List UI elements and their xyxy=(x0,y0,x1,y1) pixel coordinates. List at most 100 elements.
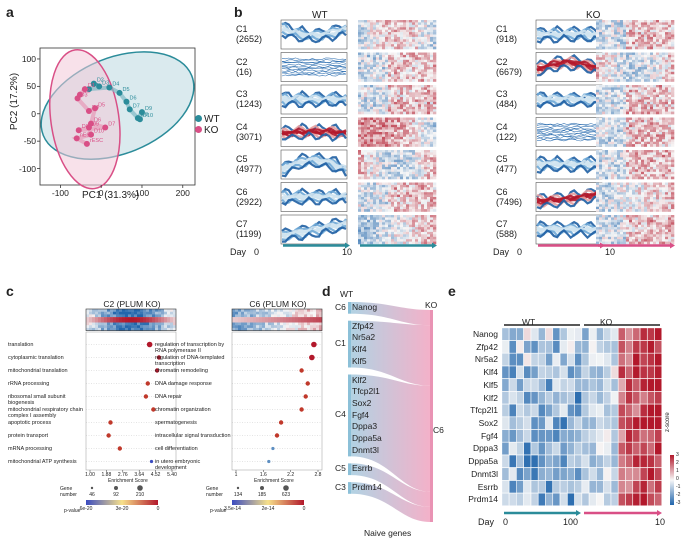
cluster-profile-line xyxy=(536,159,602,167)
heatmap-cell xyxy=(373,79,377,82)
heatmap-cell xyxy=(367,176,371,180)
heatmap-cell xyxy=(427,239,431,242)
pca-y-tick: 0 xyxy=(31,108,36,119)
heatmap-cell xyxy=(662,74,666,77)
heatmap-cell xyxy=(361,171,365,175)
cluster-profile-line xyxy=(281,194,347,199)
heatmap-cell xyxy=(653,29,657,33)
cluster-profile-line xyxy=(536,94,602,100)
heatmap-cell xyxy=(620,184,624,188)
heatmap-cell xyxy=(635,87,639,91)
heatmap-cell xyxy=(671,71,675,75)
header-cell xyxy=(89,327,93,331)
heatmap-cell xyxy=(602,97,606,100)
cluster-profile-line xyxy=(536,163,602,170)
heatmap-cell xyxy=(647,159,651,163)
heatmap-cell xyxy=(379,69,383,73)
heatmap-cell xyxy=(367,59,371,63)
heatmap-cell xyxy=(596,192,600,195)
heatmap-cell xyxy=(620,34,624,38)
heatmap-cell xyxy=(632,32,636,35)
heatmap-cell xyxy=(406,54,410,58)
heatmap-cell xyxy=(364,171,368,175)
heatmap-cell xyxy=(638,99,642,103)
heatmap-cell xyxy=(388,122,392,125)
heatmap-cell xyxy=(382,59,386,63)
heatmap-cell xyxy=(608,99,612,103)
heatmap-cell xyxy=(644,124,648,128)
heatmap-cell xyxy=(379,197,383,200)
heatmap-cell xyxy=(647,192,651,195)
heatmap-cell xyxy=(653,184,657,188)
heatmap-cell xyxy=(659,32,663,35)
heatmap-cell xyxy=(653,79,657,82)
heatmap-cell xyxy=(605,204,609,207)
heatmap-cell xyxy=(629,85,633,88)
heatmap-cell xyxy=(358,184,362,188)
heatmap-cell xyxy=(605,24,609,28)
heatmap-cell xyxy=(430,197,434,200)
heatmap-cell xyxy=(379,204,383,207)
heatmap-cell xyxy=(406,27,410,30)
heatmap-cell xyxy=(656,136,660,140)
heatmap-cell xyxy=(614,189,618,193)
heatmap-cell xyxy=(421,62,425,65)
heatmap-cell xyxy=(403,41,407,45)
heatmap-cell xyxy=(418,157,422,160)
heatmap-cell xyxy=(629,39,633,42)
heatmap-cell xyxy=(617,197,621,200)
heatmap-cell xyxy=(421,27,425,30)
heatmap-cell xyxy=(424,174,428,177)
heatmap-cell xyxy=(611,201,615,205)
heatmap-cell xyxy=(629,122,633,125)
heatmap-cell xyxy=(421,227,425,230)
cluster-profile-line xyxy=(536,192,602,205)
header-cell xyxy=(119,325,123,329)
heatmap-cell xyxy=(605,101,609,105)
cluster-profile-line xyxy=(281,195,347,201)
heatmap-cell xyxy=(605,141,609,145)
heatmap-cell xyxy=(662,39,666,42)
heatmap-cell xyxy=(608,171,612,175)
heatmap-cell xyxy=(370,69,374,73)
heatmap-cell xyxy=(361,224,365,228)
heatmap-cell xyxy=(400,79,404,82)
heatmap-cell xyxy=(662,192,666,195)
heatmap-cell xyxy=(424,164,428,168)
heatmap-cell xyxy=(397,94,401,98)
header-cell xyxy=(161,311,165,315)
header-cell xyxy=(92,317,96,320)
heatmap-cell xyxy=(382,57,386,60)
heatmap-cell xyxy=(596,29,600,33)
heatmap-cell xyxy=(403,206,407,210)
heatmap-cell xyxy=(418,136,422,140)
heatmap-cell xyxy=(397,36,401,40)
heatmap-cell xyxy=(611,46,615,50)
cluster-curve-box xyxy=(535,19,603,50)
heatmap-cell xyxy=(656,234,660,237)
heatmap-cell xyxy=(650,224,654,228)
heatmap-cell xyxy=(611,204,615,207)
heatmap-cell xyxy=(385,204,389,207)
heatmap-cell xyxy=(596,76,600,80)
heatmap-cell xyxy=(662,20,666,23)
header-cell xyxy=(92,325,96,329)
heatmap-cell xyxy=(626,174,630,177)
heatmap-cell xyxy=(662,150,666,153)
heatmap-cell xyxy=(385,201,389,205)
heatmap-cell xyxy=(620,44,624,47)
heatmap-cell xyxy=(611,36,615,40)
heatmap-cell xyxy=(659,111,663,115)
heatmap-cell xyxy=(668,24,672,28)
pca-y-tick: 100 xyxy=(21,53,36,64)
heatmap-cell xyxy=(665,141,669,145)
heatmap-cell xyxy=(659,20,663,23)
heatmap-cell xyxy=(599,101,603,105)
header-cell xyxy=(161,309,165,312)
heatmap-cell xyxy=(361,41,365,45)
heatmap-cell xyxy=(394,166,398,170)
header-cell xyxy=(268,314,272,318)
heatmap-cell xyxy=(373,39,377,42)
heatmap-cell xyxy=(391,52,395,56)
